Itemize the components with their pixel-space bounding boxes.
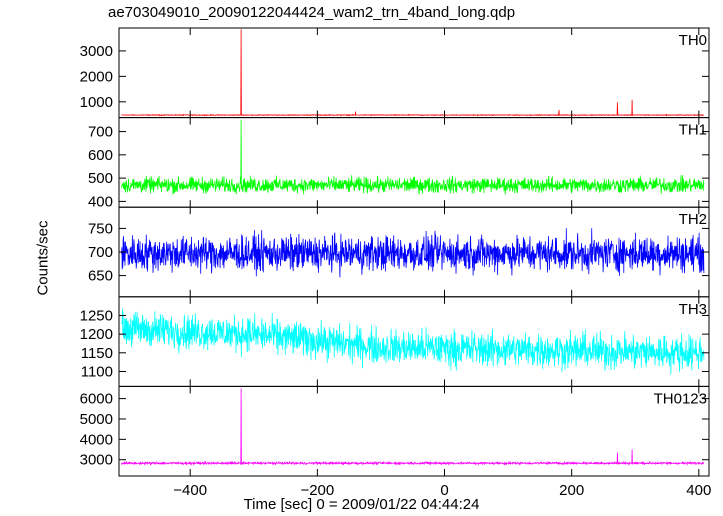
- y-tick-label-th3: 1250: [80, 307, 113, 324]
- y-tick-label-th2: 650: [88, 268, 113, 285]
- y-tick-label-th1: 500: [88, 170, 113, 187]
- panel-label-th0: TH0: [679, 32, 707, 49]
- panel-label-th2: TH2: [679, 211, 707, 228]
- y-tick-label-th1: 700: [88, 124, 113, 141]
- series-line-th0: [121, 29, 705, 117]
- y-tick-label-th0123: 4000: [80, 431, 113, 448]
- panel-label-th1: TH1: [679, 122, 707, 139]
- panel-frame-th0123: [118, 385, 710, 477]
- x-tick-label: 0: [440, 482, 448, 499]
- y-tick-label-th0123: 5000: [80, 411, 113, 428]
- series-line-th2: [121, 228, 705, 278]
- panel-frame-th0: [118, 27, 710, 119]
- y-tick-label-th0123: 6000: [80, 391, 113, 408]
- x-tick-label: −400: [173, 482, 207, 499]
- y-tick-label-th1: 600: [88, 147, 113, 164]
- panel-label-th3: TH3: [679, 301, 707, 318]
- y-tick-label-th1: 400: [88, 193, 113, 210]
- panel-frame-th1: [118, 117, 710, 208]
- series-line-th0123: [121, 388, 705, 466]
- panel-label-th0123: TH0123: [654, 390, 707, 407]
- chart-title: ae703049010_20090122044424_wam2_trn_4ban…: [108, 4, 516, 21]
- x-tick-label: 400: [686, 482, 711, 499]
- y-tick-label-th0: 1000: [80, 94, 113, 111]
- y-tick-label-th3: 1150: [81, 345, 113, 362]
- x-tick-label: −200: [300, 482, 334, 499]
- y-tick-label-th3: 1100: [81, 363, 113, 380]
- x-axis-label: Time [sec] 0 = 2009/01/22 04:44:24: [243, 496, 480, 513]
- series-line-th1: [121, 119, 705, 196]
- series-line-th3: [121, 308, 705, 375]
- y-tick-label-th0: 3000: [80, 43, 113, 60]
- y-tick-label-th2: 750: [88, 220, 113, 237]
- y-tick-label-th2: 700: [88, 244, 113, 261]
- y-tick-label-th3: 1200: [80, 326, 113, 343]
- x-tick-label: 200: [559, 482, 584, 499]
- y-tick-label-th0: 2000: [80, 68, 113, 85]
- y-tick-label-th0123: 3000: [80, 452, 113, 469]
